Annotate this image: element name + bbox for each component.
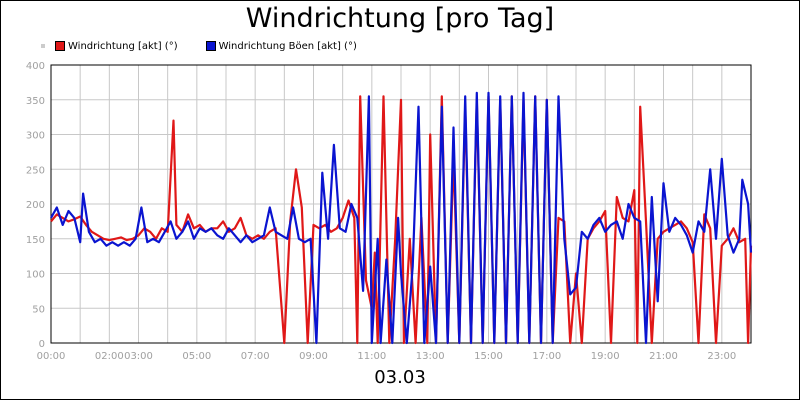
blue-swatch-icon: [205, 41, 216, 51]
x-tick-label: 17:00: [532, 351, 561, 362]
x-tick-label: 00:00: [37, 351, 66, 362]
y-tick-label: 300: [26, 131, 45, 142]
y-tick-label: 350: [26, 96, 45, 107]
x-tick-label: 19:00: [591, 351, 620, 362]
y-tick-label: 100: [26, 270, 45, 281]
x-tick-label: 23:00: [707, 351, 736, 362]
x-tick-label: 03:00: [124, 351, 153, 362]
legend-label-blue: Windrichtung Böen [akt] (°): [218, 40, 357, 52]
x-tick-label: 15:00: [474, 351, 503, 362]
legend: Windrichtung [akt] (°) Windrichtung Böen…: [41, 39, 385, 53]
series-line-boeen: [50, 91, 753, 345]
y-tick-label: 0: [39, 339, 45, 350]
chart-title: Windrichtung [pro Tag]: [245, 3, 555, 34]
legend-label-red: Windrichtung [akt] (°): [68, 40, 178, 52]
legend-marker-icon: [41, 44, 45, 48]
x-tick-label: 13:00: [416, 351, 445, 362]
y-tick-label: 200: [26, 200, 45, 211]
x-tick-label: 02:00: [95, 351, 124, 362]
x-tick-label: 07:00: [241, 351, 270, 362]
x-tick-label: 09:00: [299, 351, 328, 362]
x-tick-label: 05:00: [182, 351, 211, 362]
y-tick-label: 400: [26, 61, 45, 72]
legend-item-blue: Windrichtung Böen [akt] (°): [205, 40, 357, 52]
red-swatch-icon: [55, 41, 65, 51]
plot-border: [50, 64, 752, 344]
y-tick-label: 250: [26, 165, 45, 176]
legend-item-red: Windrichtung [akt] (°): [55, 41, 178, 52]
x-tick-label: 11:00: [357, 351, 386, 362]
y-tick-label: 50: [32, 304, 45, 315]
x-tick-label: 21:00: [649, 351, 678, 362]
y-tick-label: 150: [26, 235, 45, 246]
series-line-windrichtung: [50, 95, 753, 345]
date-label: 03.03: [374, 367, 426, 388]
